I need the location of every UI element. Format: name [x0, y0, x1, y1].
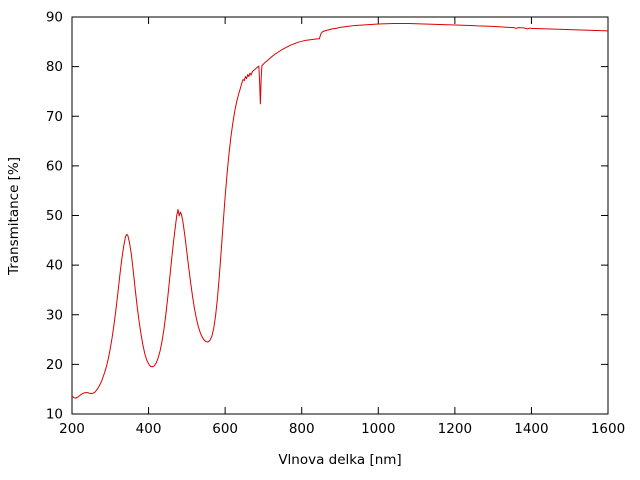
plot-frame — [71, 16, 609, 415]
y-tick-label: 30 — [46, 307, 63, 323]
y-tick-label: 50 — [46, 208, 63, 224]
y-tick-label: 90 — [46, 10, 63, 26]
y-tick-label: 70 — [46, 109, 63, 125]
y-axis-label: Transmitance [%] — [6, 156, 22, 276]
x-tick-label: 1600 — [591, 421, 625, 437]
x-tick-label: 1200 — [438, 421, 472, 437]
data-line-transmittance-spectrum — [71, 22, 609, 399]
y-tick-label: 10 — [46, 407, 63, 423]
y-tick-label: 60 — [46, 158, 63, 174]
x-tick-label: 1400 — [514, 421, 548, 437]
y-tick-label: 80 — [46, 59, 63, 75]
y-tick-label: 40 — [46, 258, 63, 274]
x-tick-label: 1000 — [361, 421, 395, 437]
y-tick-label: 20 — [46, 357, 63, 373]
x-tick-label: 600 — [212, 421, 238, 437]
x-axis-label: Vlnova delka [nm] — [278, 452, 402, 468]
x-tick-label: 800 — [289, 421, 315, 437]
x-tick-label: 200 — [59, 421, 85, 437]
x-tick-label: 400 — [136, 421, 162, 437]
